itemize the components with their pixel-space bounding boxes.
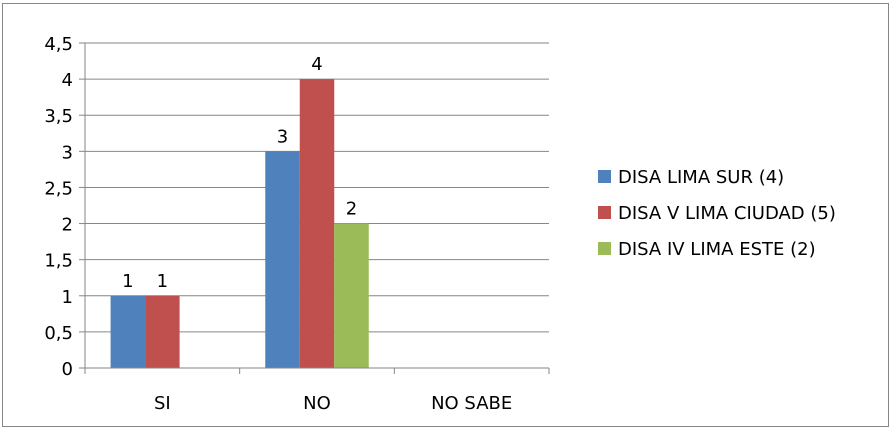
data-label: 4 — [311, 54, 322, 75]
bar — [145, 295, 180, 368]
data-label: 3 — [277, 126, 288, 147]
legend: DISA LIMA SUR (4) DISA V LIMA CIUDAD (5) D… — [598, 167, 836, 260]
bar-chart: 0 0,5 1 1,5 2 2,5 3 3,5 4 4,5 SI NO NO SABE 1 1 3 4 2 DI… — [44, 34, 836, 414]
y-tick-label: 2,5 — [44, 178, 73, 199]
y-tick-label: 1,5 — [44, 251, 73, 272]
bar — [299, 79, 335, 368]
data-label: 2 — [346, 199, 357, 220]
bar — [110, 295, 146, 368]
y-tick-label: 4 — [62, 70, 73, 91]
x-tick-label: SI — [154, 393, 171, 414]
y-tick-label: 0,5 — [44, 323, 73, 344]
bar — [334, 223, 369, 368]
legend-swatch — [598, 170, 611, 183]
data-label: 1 — [122, 271, 133, 292]
x-tick-label: NO SABE — [431, 393, 512, 414]
y-tick-label: 4,5 — [44, 34, 73, 55]
axes: 0 0,5 1 1,5 2 2,5 3 3,5 4 4,5 SI NO NO SABE — [44, 34, 550, 414]
legend-label: DISA IV LIMA ESTE (2) — [618, 239, 816, 260]
legend-swatch — [598, 242, 611, 255]
y-tick-label: 2 — [62, 215, 73, 236]
bars — [110, 79, 369, 368]
y-tick-label: 1 — [62, 287, 73, 308]
bar — [265, 151, 300, 368]
y-tick-label: 3,5 — [44, 106, 73, 127]
data-label: 1 — [157, 271, 168, 292]
chart-area: 0 0,5 1 1,5 2 2,5 3 3,5 4 4,5 SI NO NO SABE 1 1 3 4 2 DI… — [2, 3, 889, 427]
legend-label: DISA LIMA SUR (4) — [618, 167, 784, 188]
data-labels: 1 1 3 4 2 — [122, 54, 357, 292]
legend-label: DISA V LIMA CIUDAD (5) — [618, 203, 836, 224]
legend-swatch — [598, 206, 611, 219]
y-tick-label: 0 — [62, 359, 73, 380]
x-tick-label: NO — [303, 393, 331, 414]
y-tick-label: 3 — [62, 142, 73, 163]
